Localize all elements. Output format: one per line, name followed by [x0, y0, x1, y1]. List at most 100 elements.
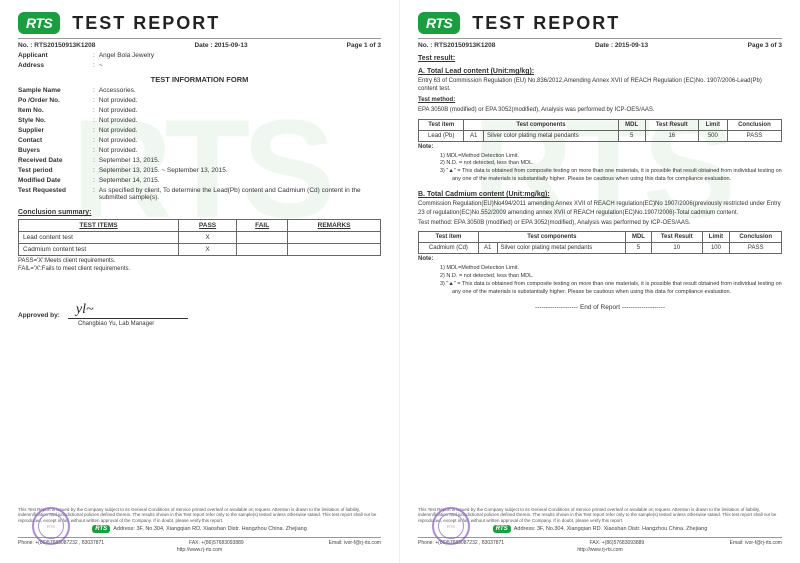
info-value: As specified by client, To determine the…	[99, 187, 381, 201]
ra-comp: Silver color plating metal pendants	[484, 130, 619, 141]
info-row: Received Date:September 13, 2015.	[18, 157, 381, 164]
footer-url-3: http://www.rj-rts.com	[577, 547, 622, 553]
footer-meta-row2-1: http://www.rj-rts.com	[18, 547, 381, 553]
info-label: Contact	[18, 137, 93, 144]
info-row: Modified Date:September 14, 2015.	[18, 177, 381, 184]
ra-con: PASS	[727, 130, 781, 141]
page-label-1: Page 1 of 3	[347, 42, 381, 49]
stamp-1: RTS	[32, 507, 70, 545]
rb-c3: MDL	[625, 232, 651, 243]
conc-fail	[237, 244, 288, 256]
result-title: Test result:	[418, 55, 782, 62]
footer-fax-3: FAX: +(86)57683093889	[590, 540, 645, 546]
note-item: 2) N.D. = not detected, less than MDL.	[440, 273, 782, 281]
note-item: 1) MDL=Method Detection Limit.	[440, 265, 782, 273]
note-label-a: Note:	[418, 144, 782, 150]
ra-mdl: 5	[618, 130, 645, 141]
info-label: Test period	[18, 167, 93, 174]
conc-row: Lead content testX	[19, 232, 381, 244]
note-item: 3) "▲" = This data is obtained from comp…	[440, 168, 782, 183]
info-row: Po /Order No.:Not provided.	[18, 97, 381, 104]
footer-fax-1: FAX: +(86)57683093889	[189, 540, 244, 546]
rb-con: PASS	[730, 243, 782, 254]
info-row: Test period:September 13, 2015. ~ Septem…	[18, 167, 381, 174]
page-label-3: Page 3 of 3	[748, 42, 782, 49]
signer-name: Changbiao Yu, Lab Manager	[78, 321, 381, 327]
stamp-3: RTS	[432, 507, 470, 545]
section-b-title: B. Total Cadmium content (Unit:mg/kg):	[418, 191, 782, 198]
logo-badge-3: RTS	[418, 12, 460, 34]
section-b-method: Test method: EPA 3050B (modified) or EPA…	[418, 219, 782, 227]
conc-col-1: PASS	[179, 220, 237, 232]
rb-c5: Limit	[702, 232, 730, 243]
conc-fail	[237, 232, 288, 244]
footer-meta-row1-3: Phone: +(86)57683087232 , 83037871 FAX: …	[418, 537, 782, 546]
rb-mdl: 5	[625, 243, 651, 254]
address-label: Address	[18, 62, 93, 69]
rb-res: 10	[651, 243, 702, 254]
pass-note: PASS='X':Meets client requirements.	[18, 258, 381, 264]
ra-lim: 500	[698, 130, 727, 141]
section-a-title: A. Total Lead content (Unit:mg/kg):	[418, 68, 782, 75]
note-item: 2) N.D. = not detected, less than MDL.	[440, 160, 782, 168]
rb-comp: Silver color plating metal pendants	[497, 243, 625, 254]
info-label: Received Date	[18, 157, 93, 164]
conc-col-3: REMARKS	[288, 220, 381, 232]
page-1: RTS RTS TEST REPORT No. : RTS20150913K12…	[0, 0, 400, 563]
conc-pass: X	[179, 244, 237, 256]
footer-email-1: Email: ivor-f@rj-rts.com	[329, 540, 381, 546]
footer-3: This Test Report is issued by the Compan…	[418, 501, 782, 553]
note-label-b: Note:	[418, 256, 782, 262]
report-date-3: Date : 2015-09-13	[595, 42, 648, 49]
footer-1: This Test Report is issued by the Compan…	[18, 501, 381, 553]
info-label: Modified Date	[18, 177, 93, 184]
footer-addr-3: Address: 3F, No.304, Xiangqian RD. Xiaos…	[514, 526, 708, 532]
ra-c3: MDL	[618, 119, 645, 130]
footer-logo-1: RTS	[92, 525, 110, 533]
page-3: RTS RTS TEST REPORT No. : RTS20150913K12…	[400, 0, 800, 563]
info-value: Accessories.	[99, 87, 381, 94]
conclusion-table: TEST ITEMS PASS FAIL REMARKS Lead conten…	[18, 219, 381, 256]
ra-res: 16	[645, 130, 698, 141]
info-row: Sample Name:Accessories.	[18, 87, 381, 94]
section-b-text: Commission Regulation(EU)No494/2011 amen…	[418, 200, 782, 217]
ra-c0: Test item	[419, 119, 464, 130]
rb-c2: Test components	[478, 232, 625, 243]
note-item: 3) "▲" = This data is obtained from comp…	[440, 281, 782, 296]
conc-item: Lead content test	[19, 232, 179, 244]
conc-col-2: FAIL	[237, 220, 288, 232]
footer-meta-row1-1: Phone: +(86)57683087232 , 83037871 FAX: …	[18, 537, 381, 546]
ra-row: Lead (Pb) A1 Silver color plating metal …	[419, 130, 782, 141]
address-value: ~	[99, 62, 103, 69]
header-row-3: RTS TEST REPORT	[418, 12, 782, 34]
ra-c4: Test Result	[645, 119, 698, 130]
signature-scribble: yl~	[76, 302, 94, 318]
disclaimer-3: This Test Report is issued by the Compan…	[418, 507, 782, 523]
footer-logo-3: RTS	[493, 525, 511, 533]
footer-co-1: RTS Address: 3F, No.304, Xiangqian RD. X…	[18, 525, 381, 533]
conc-remarks	[288, 232, 381, 244]
report-no-3: No. : RTS20150913K1208	[418, 42, 495, 49]
section-a-text: Entry 63 of Commission Regulation (EU) N…	[418, 77, 782, 94]
signature-row: Approved by: yl~	[18, 312, 381, 319]
ra-c5: Limit	[698, 119, 727, 130]
info-label: Test Requested	[18, 187, 93, 201]
info-value: Not provided.	[99, 137, 381, 144]
footer-co-3: RTS Address: 3F, No.304, Xiangqian RD. X…	[418, 525, 782, 533]
approved-label: Approved by:	[18, 312, 60, 319]
ra-item: Lead (Pb)	[419, 130, 464, 141]
info-row: Contact:Not provided.	[18, 137, 381, 144]
conc-remarks	[288, 244, 381, 256]
info-value: Not provided.	[99, 107, 381, 114]
rb-code: A1	[478, 243, 497, 254]
info-value: Not provided.	[99, 97, 381, 104]
conc-item: Cadmium content test	[19, 244, 179, 256]
info-label: Supplier	[18, 127, 93, 134]
info-value: September 13, 2015. ~ September 13, 2015…	[99, 167, 381, 174]
report-title-3: TEST REPORT	[472, 13, 620, 34]
info-label: Buyers	[18, 147, 93, 154]
disclaimer-1: This Test Report is issued by the Compan…	[18, 507, 381, 523]
conc-pass: X	[179, 232, 237, 244]
info-row: Item No.:Not provided.	[18, 107, 381, 114]
footer-url-1: http://www.rj-rts.com	[177, 547, 222, 553]
